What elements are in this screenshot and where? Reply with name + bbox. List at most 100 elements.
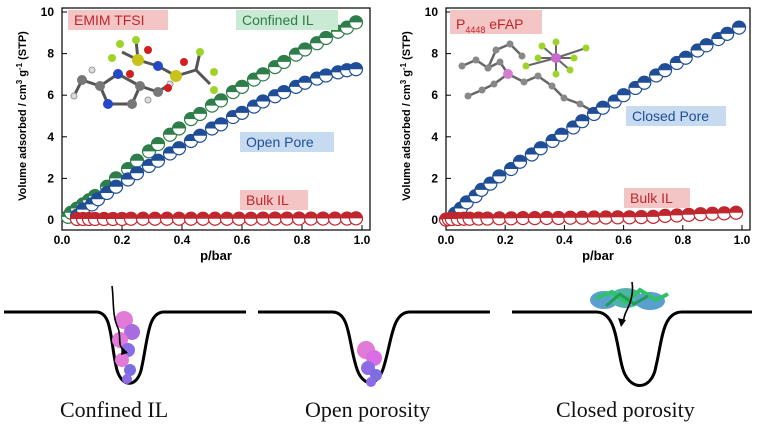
x-tick-label: 0.4	[556, 233, 573, 247]
data-point-bulk-il	[135, 211, 151, 226]
data-point-confined-il	[297, 42, 313, 57]
x-tick-label: 0.8	[294, 233, 311, 247]
marker-fill	[136, 212, 150, 219]
y-tick-label: 4	[47, 130, 54, 144]
data-point-confined-il	[234, 79, 250, 94]
marker-fill	[148, 212, 162, 219]
data-point-bulk-il	[622, 210, 637, 225]
fluorine-atom	[108, 54, 116, 62]
adsorption-chart-p4448-efap: 0.0 0.2 0.4 0.6 0.8 1.0 0 2 4 6 8 10 p/bar Volume ads…	[399, 5, 751, 263]
phosphorus-atom	[551, 53, 561, 63]
marker-fill	[109, 180, 123, 187]
x-tick-label: 0.4	[174, 233, 191, 247]
data-point-confined-il	[276, 54, 292, 70]
data-point-bulk-il	[551, 210, 566, 226]
series-label-bg	[624, 188, 690, 208]
data-point-open-pore	[234, 105, 250, 120]
data-point-confined-il	[348, 15, 364, 30]
y-axis-label-part: Volume adsorbed / cm	[17, 84, 29, 201]
data-point-bulk-il	[634, 209, 649, 225]
data-point-bulk-il	[255, 211, 271, 226]
data-point-bulk-il	[243, 211, 259, 226]
data-point-closed-pore	[595, 100, 610, 115]
carbon-atom	[534, 72, 542, 80]
marker-fill	[575, 114, 589, 122]
marker-fill	[611, 210, 625, 218]
hydrogen-atom	[144, 96, 152, 104]
marker-fill	[534, 141, 548, 149]
marker-fill	[277, 85, 291, 93]
label-subscript: 4448	[465, 25, 485, 35]
data-point-bulk-il	[705, 206, 720, 221]
data-point-open-pore	[150, 153, 166, 168]
nitrogen-atom	[103, 99, 113, 109]
marker-fill	[634, 210, 648, 218]
data-point-bulk-il	[492, 211, 507, 226]
data-point-bulk-il	[183, 211, 199, 226]
carbon-atom	[472, 56, 480, 64]
marker-fill	[658, 209, 672, 216]
carbon-atom	[506, 40, 514, 48]
data-point-open-pore	[297, 75, 313, 90]
marker-fill	[160, 212, 174, 219]
y-axis-label-sup: -1	[399, 62, 408, 70]
y-tick-label: 4	[431, 130, 438, 144]
data-point-bulk-il	[231, 211, 247, 226]
plot-frame	[445, 7, 751, 231]
nitrogen-atom	[153, 61, 163, 71]
series-bulk-il	[69, 211, 364, 227]
series-closed-pore	[447, 20, 747, 221]
data-point-confined-il	[192, 106, 208, 122]
data-point-bulk-il	[598, 210, 613, 225]
data-point-closed-pore	[616, 88, 631, 103]
data-point-confined-il	[150, 136, 166, 152]
marker-fill	[617, 88, 631, 96]
marker-fill	[196, 212, 210, 219]
arrowhead-confined	[121, 347, 128, 355]
carbon-atom	[127, 99, 137, 109]
marker-fill	[349, 15, 363, 23]
marker-fill	[328, 212, 342, 219]
data-point-bulk-il	[219, 211, 235, 226]
p4448-efap-molecule	[458, 38, 598, 116]
label-text: eFAP	[485, 16, 523, 32]
marker-fill	[732, 21, 746, 28]
x-tick-label: 0.6	[234, 233, 251, 247]
x-axis-label: p/bar	[582, 248, 614, 263]
fluorine-atom	[538, 42, 546, 50]
marker-fill	[235, 106, 249, 113]
y-axis-label-sup: 3	[15, 79, 24, 84]
marker-fill	[694, 207, 708, 215]
marker-fill	[193, 129, 207, 136]
data-point-confined-il	[213, 93, 229, 108]
marker-fill	[172, 121, 186, 129]
marker-fill	[682, 208, 696, 215]
marker-fill	[551, 211, 565, 218]
y-tick-label: 0	[47, 213, 54, 227]
data-point-bulk-il	[669, 208, 684, 223]
y-tick-label: 8	[431, 47, 438, 61]
marker-fill	[304, 212, 318, 219]
ionic-liquid-cap-closed	[590, 287, 669, 310]
carbon-atom	[492, 46, 500, 54]
marker-fill	[679, 51, 693, 58]
data-point-closed-pore	[731, 20, 747, 35]
marker-fill	[172, 141, 186, 149]
data-point-bulk-il	[147, 211, 163, 226]
x-tick-label: 1.0	[354, 233, 371, 247]
data-point-confined-il	[255, 67, 271, 82]
x-tick-label: 0.8	[674, 233, 691, 247]
y-axis-label-part: g	[17, 70, 29, 80]
marker-fill	[193, 107, 207, 114]
fluorine-atom	[566, 66, 574, 74]
data-point-bulk-il	[123, 211, 139, 226]
marker-fill	[492, 169, 506, 177]
data-point-open-pore	[213, 117, 229, 132]
data-point-bulk-il	[717, 206, 732, 221]
marker-fill	[623, 210, 637, 218]
marker-fill	[109, 171, 123, 179]
marker-fill	[319, 31, 333, 38]
series-label-bg	[240, 132, 334, 152]
data-point-open-pore	[348, 62, 364, 77]
marker-fill	[298, 76, 312, 83]
